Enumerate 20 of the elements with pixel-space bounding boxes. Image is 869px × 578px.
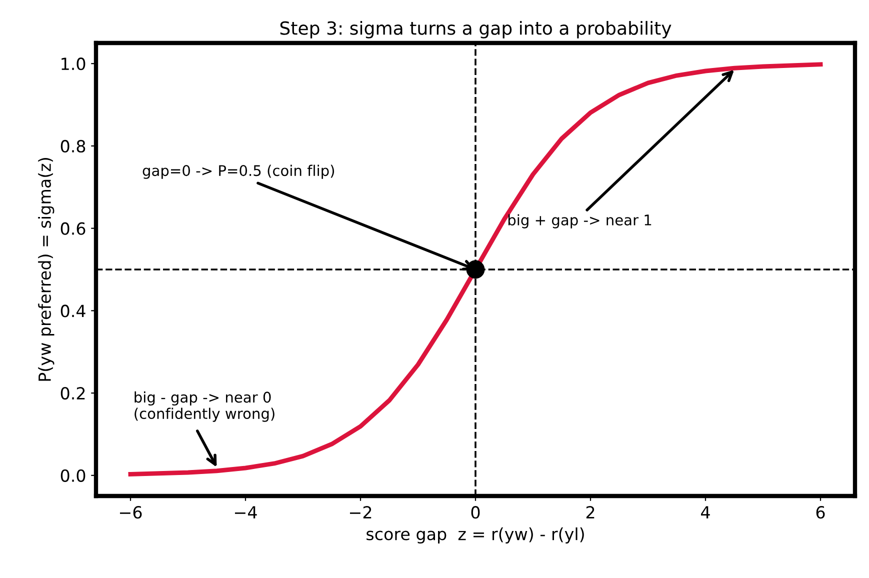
x-tick-label: 4: [701, 506, 710, 518]
x-tick-label: 6: [816, 506, 825, 519]
x-tick-label: 0: [471, 506, 480, 519]
y-tick-label: 0.8: [60, 140, 86, 153]
x-tick-label: 2: [586, 506, 594, 518]
chart-title: Step 3: sigma turns a gap into a probability: [280, 20, 672, 38]
y-tick-label: 0.2: [60, 387, 85, 400]
y-tick-label: 0.0: [60, 469, 86, 482]
annotation: big + gap -> near 1: [508, 214, 652, 228]
x-tick-label: −4: [234, 506, 257, 518]
x-tick-label: −6: [120, 506, 142, 519]
line-series: [128, 62, 823, 476]
x-axis-title: score gap z = r(yw) - r(yl): [366, 527, 584, 544]
annotation: big - gap -> near 0 (confidently wrong): [134, 391, 274, 422]
x-tick-label: −2: [350, 506, 372, 518]
y-tick-label: 0.4: [60, 304, 86, 318]
y-axis-title: P(yw preferred) = sigma(z): [38, 158, 54, 381]
y-tick-label: 0.6: [60, 222, 86, 235]
annotation: gap=0 -> P=0.5 (coin flip): [142, 164, 334, 179]
y-tick-label: 1.0: [62, 58, 86, 70]
